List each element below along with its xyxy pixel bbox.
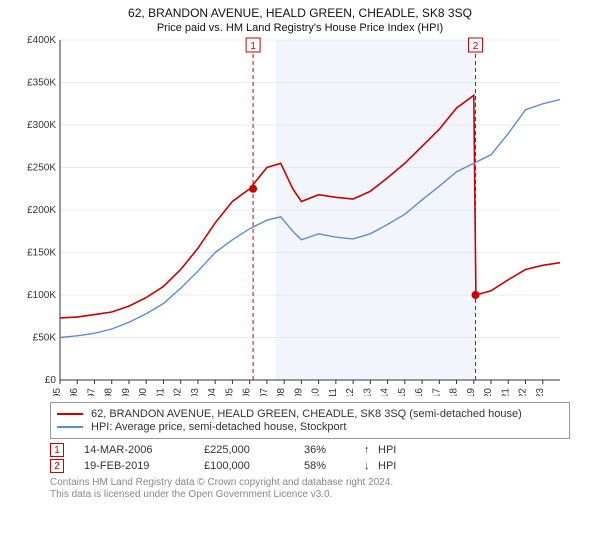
- svg-text:£50K: £50K: [33, 333, 57, 344]
- svg-text:1997: 1997: [86, 388, 97, 396]
- svg-text:1999: 1999: [121, 388, 132, 396]
- chart-svg: £0 £50K £100K £150K £200K £250K £300K £350K £400…: [20, 36, 580, 396]
- svg-text:2023: 2023: [535, 388, 546, 396]
- sale-marker-2: 2: [50, 459, 64, 473]
- svg-text:2011: 2011: [328, 388, 339, 396]
- sale-row-1: 1 14-MAR-2006 £225,000 36% ↑ HPI: [50, 443, 570, 457]
- svg-text:2022: 2022: [518, 388, 529, 396]
- sale-hpi-1: HPI: [378, 444, 408, 456]
- svg-text:2009: 2009: [293, 388, 304, 396]
- footer: Contains HM Land Registry data © Crown c…: [50, 477, 570, 501]
- svg-text:2021: 2021: [500, 388, 511, 396]
- svg-text:2019: 2019: [466, 388, 477, 396]
- svg-text:2010: 2010: [311, 388, 322, 396]
- svg-text:2004: 2004: [207, 388, 218, 396]
- svg-text:2014: 2014: [380, 388, 391, 396]
- svg-text:2015: 2015: [397, 388, 408, 396]
- sale-arrow-1: ↑: [364, 444, 378, 456]
- legend-label-hpi: HPI: Average price, semi-detached house,…: [91, 421, 346, 433]
- svg-text:£400K: £400K: [27, 36, 56, 46]
- sale-date-2: 19-FEB-2019: [84, 460, 204, 472]
- legend-line-property: [57, 413, 83, 415]
- svg-text:£150K: £150K: [27, 248, 56, 259]
- sales-table: 1 14-MAR-2006 £225,000 36% ↑ HPI 2 19-FE…: [50, 443, 570, 473]
- svg-text:2018: 2018: [449, 388, 460, 396]
- footer-line2: This data is licensed under the Open Gov…: [50, 489, 570, 501]
- svg-text:£0: £0: [45, 375, 57, 386]
- legend-row-hpi: HPI: Average price, semi-detached house,…: [57, 421, 563, 433]
- sale-pct-1: 36%: [304, 444, 364, 456]
- svg-text:1: 1: [250, 41, 256, 52]
- svg-text:2008: 2008: [276, 388, 287, 396]
- svg-text:£200K: £200K: [27, 205, 56, 216]
- svg-text:1996: 1996: [69, 388, 80, 396]
- svg-text:2017: 2017: [431, 388, 442, 396]
- sale-price-1: £225,000: [204, 444, 304, 456]
- legend-label-property: 62, BRANDON AVENUE, HEALD GREEN, CHEADLE…: [91, 408, 522, 420]
- svg-text:2020: 2020: [483, 388, 494, 396]
- svg-text:2000: 2000: [138, 388, 149, 396]
- svg-text:2005: 2005: [224, 388, 235, 396]
- svg-text:£350K: £350K: [27, 78, 56, 89]
- legend: 62, BRANDON AVENUE, HEALD GREEN, CHEADLE…: [50, 402, 570, 439]
- legend-row-property: 62, BRANDON AVENUE, HEALD GREEN, CHEADLE…: [57, 408, 563, 420]
- svg-text:2016: 2016: [414, 388, 425, 396]
- svg-text:2006: 2006: [242, 388, 253, 396]
- svg-text:£300K: £300K: [27, 120, 56, 131]
- svg-text:1995: 1995: [52, 388, 63, 396]
- chart-title-line2: Price paid vs. HM Land Registry's House …: [10, 22, 590, 34]
- svg-text:2013: 2013: [362, 388, 373, 396]
- svg-text:2012: 2012: [345, 388, 356, 396]
- svg-text:£250K: £250K: [27, 163, 56, 174]
- sale-row-2: 2 19-FEB-2019 £100,000 58% ↓ HPI: [50, 459, 570, 473]
- sale-marker-1: 1: [50, 443, 64, 457]
- svg-text:£100K: £100K: [27, 290, 56, 301]
- legend-line-hpi: [57, 426, 83, 428]
- sale-pct-2: 58%: [304, 460, 364, 472]
- svg-text:2001: 2001: [155, 388, 166, 396]
- sale-date-1: 14-MAR-2006: [84, 444, 204, 456]
- sale-hpi-2: HPI: [378, 460, 408, 472]
- footer-line1: Contains HM Land Registry data © Crown c…: [50, 477, 570, 489]
- sale-price-2: £100,000: [204, 460, 304, 472]
- svg-text:2: 2: [473, 41, 479, 52]
- svg-text:2003: 2003: [190, 388, 201, 396]
- svg-text:1998: 1998: [104, 388, 115, 396]
- svg-text:2002: 2002: [173, 388, 184, 396]
- chart: £0 £50K £100K £150K £200K £250K £300K £350K £400…: [20, 36, 580, 396]
- chart-title-line1: 62, BRANDON AVENUE, HEALD GREEN, CHEADLE…: [10, 6, 590, 20]
- sale-arrow-2: ↓: [364, 460, 378, 472]
- svg-text:2007: 2007: [259, 388, 270, 396]
